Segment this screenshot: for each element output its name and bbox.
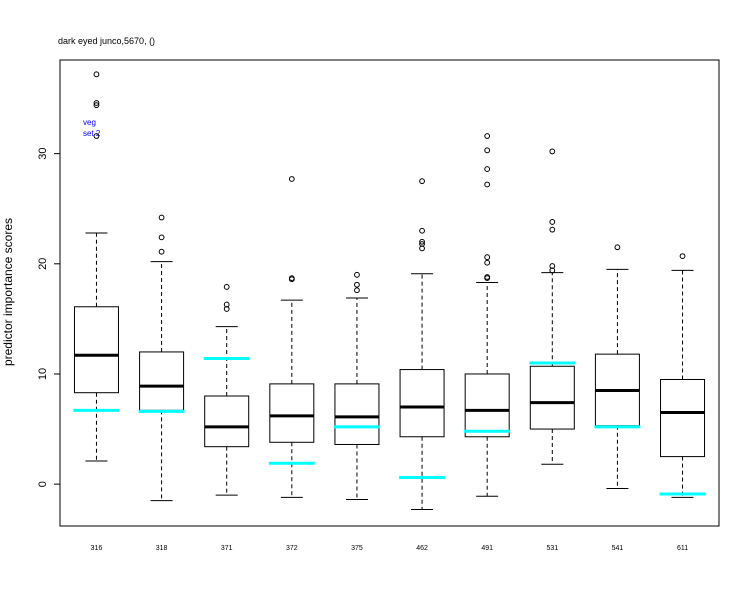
outlier-point bbox=[484, 166, 491, 172]
y-tick-label: 20 bbox=[37, 258, 49, 270]
outlier-point bbox=[614, 244, 621, 251]
outlier-point bbox=[288, 275, 295, 282]
outlier-point bbox=[679, 253, 686, 259]
legend-line-2: set 2 bbox=[83, 129, 101, 138]
x-tick-label: 531 bbox=[546, 545, 558, 552]
iqr-box bbox=[399, 369, 445, 438]
iqr-box bbox=[73, 306, 119, 394]
x-tick-label: 316 bbox=[91, 545, 103, 552]
y-tick-label: 0 bbox=[37, 481, 49, 487]
x-tick-label: 372 bbox=[286, 545, 298, 552]
outlier-point bbox=[354, 271, 360, 278]
x-tick-label: 462 bbox=[416, 545, 428, 552]
outlier-point bbox=[93, 71, 100, 78]
outlier-point bbox=[223, 301, 230, 308]
outlier-point bbox=[549, 263, 556, 269]
outlier-point bbox=[223, 284, 230, 290]
outlier-point bbox=[288, 176, 295, 182]
outlier-point bbox=[484, 259, 491, 266]
iqr-box bbox=[660, 378, 706, 458]
outlier-point bbox=[419, 227, 425, 234]
outlier-point bbox=[158, 214, 165, 221]
outlier-point bbox=[549, 148, 556, 155]
outlier-point bbox=[419, 241, 425, 247]
outlier-point bbox=[93, 102, 100, 109]
outlier-point bbox=[484, 133, 491, 139]
iqr-box bbox=[269, 383, 315, 443]
y-tick-label: 30 bbox=[37, 148, 49, 160]
x-tick-label: 541 bbox=[612, 545, 624, 552]
outlier-point bbox=[158, 248, 165, 255]
outlier-point bbox=[484, 181, 491, 188]
iqr-box bbox=[334, 383, 380, 445]
outlier-point bbox=[549, 219, 556, 225]
x-tick-label: 318 bbox=[156, 545, 168, 552]
chart-title: dark eyed junco,5670, () bbox=[58, 36, 156, 46]
iqr-box bbox=[464, 373, 510, 438]
outlier-point bbox=[354, 287, 360, 294]
legend: veg set 2 bbox=[83, 117, 100, 139]
iqr-box bbox=[204, 395, 250, 448]
outlier-point bbox=[93, 100, 100, 106]
outlier-point bbox=[484, 147, 491, 154]
outlier-point bbox=[549, 226, 556, 233]
plot-frame bbox=[59, 59, 720, 527]
x-tick-label: 611 bbox=[677, 545, 688, 552]
outlier-point bbox=[484, 254, 491, 261]
iqr-box bbox=[139, 351, 185, 411]
outlier-point bbox=[484, 274, 491, 280]
x-tick-label: 491 bbox=[481, 545, 493, 552]
outlier-point bbox=[419, 178, 425, 185]
x-tick-label: 371 bbox=[221, 545, 233, 552]
iqr-box bbox=[529, 365, 575, 430]
x-tick-label: 375 bbox=[351, 545, 363, 552]
y-tick-label: 10 bbox=[37, 368, 49, 380]
outlier-point bbox=[419, 238, 425, 245]
outlier-point bbox=[158, 234, 165, 241]
outlier-point bbox=[354, 281, 360, 288]
legend-line-1: veg bbox=[83, 118, 96, 127]
outlier-point bbox=[93, 133, 100, 139]
